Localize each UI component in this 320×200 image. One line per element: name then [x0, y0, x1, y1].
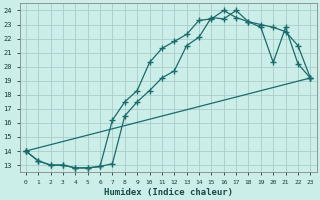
X-axis label: Humidex (Indice chaleur): Humidex (Indice chaleur): [104, 188, 233, 197]
